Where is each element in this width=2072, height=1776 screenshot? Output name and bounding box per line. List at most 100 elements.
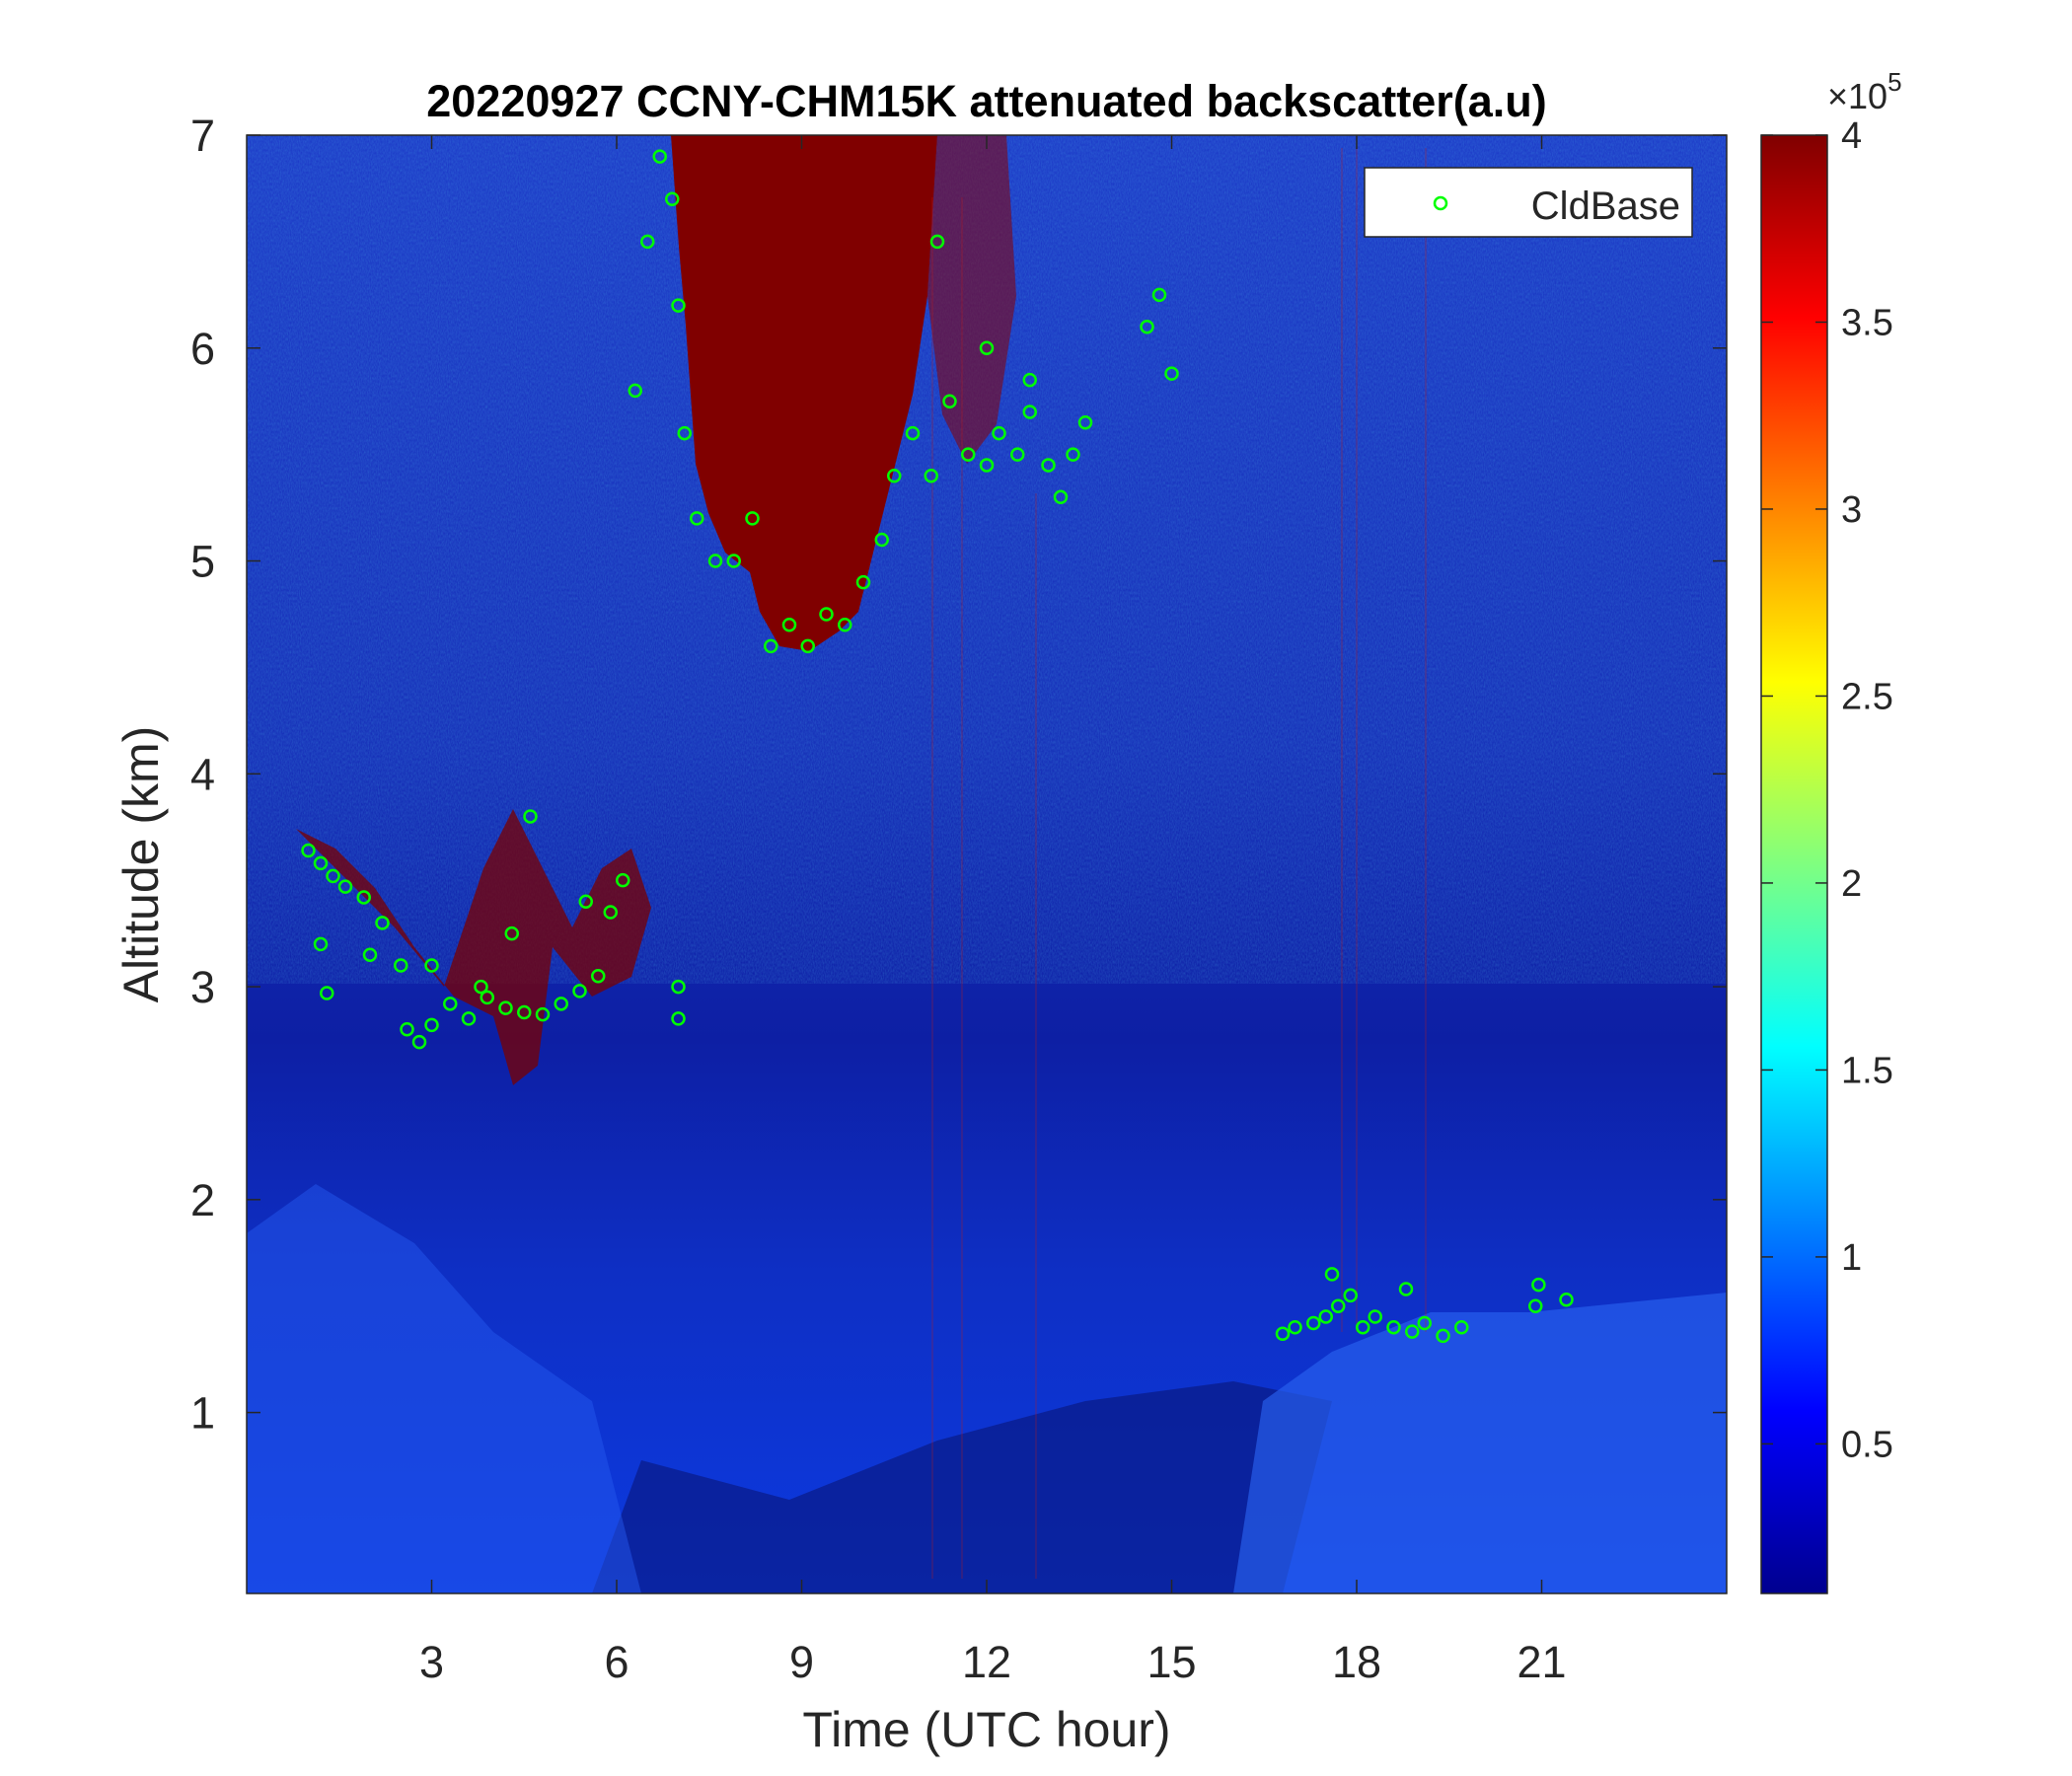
cldbase-point	[313, 855, 329, 871]
y-tick-label: 1	[190, 1388, 215, 1439]
cldbase-point	[979, 458, 995, 473]
cldbase-point	[1022, 372, 1037, 388]
cldbase-point	[1454, 1320, 1469, 1335]
cldbase-point	[1405, 1324, 1420, 1339]
y-axis: 1 2 3 4 5 6 7	[190, 111, 1727, 1439]
cldbase-point	[498, 1000, 513, 1015]
legend-marker-cldbase	[1433, 195, 1448, 211]
colorbar	[1760, 134, 1828, 1594]
cldbase-point	[375, 916, 390, 930]
cldbase-point	[474, 979, 488, 995]
cldbase-point	[517, 1004, 532, 1020]
cldbase-point	[394, 958, 408, 973]
heatmap-streaks	[931, 148, 1427, 1579]
heatmap-aerosol-right	[1233, 1293, 1727, 1593]
cldbase-point	[652, 149, 667, 164]
cldbase-point	[480, 990, 494, 1005]
cldbase-point	[326, 868, 340, 884]
cldbase-point	[677, 425, 692, 441]
cldbase-point	[1368, 1309, 1382, 1324]
cldbase-point	[461, 1011, 477, 1026]
cldbase-point	[838, 618, 852, 632]
heatmap-cloud-lower	[296, 809, 651, 1085]
cldbase-point	[874, 532, 889, 548]
cldbase-point	[1140, 319, 1154, 334]
colorbar-multiplier: ×105	[1827, 67, 1902, 116]
x-tick-label: 15	[1147, 1637, 1196, 1687]
cldbase-point	[411, 1034, 427, 1050]
cldbase-point	[819, 607, 834, 622]
cldbase-point	[924, 468, 938, 483]
cldbase-point	[578, 894, 593, 910]
cldbase-point	[671, 1011, 686, 1026]
cldbase-point	[1151, 287, 1167, 303]
cldbase-point	[1077, 415, 1093, 430]
cldbase-point	[1531, 1277, 1546, 1293]
cldbase-point	[1417, 1315, 1432, 1331]
cldbase-point	[301, 843, 316, 858]
cldbase-point	[443, 997, 458, 1011]
cldbase-point	[1275, 1326, 1291, 1342]
cldbase-point	[554, 997, 568, 1011]
cldbase-point	[961, 447, 976, 462]
legend-label-cldbase: CldBase	[1531, 185, 1680, 228]
cldbase-point	[929, 234, 945, 250]
cldbase-point	[1318, 1309, 1333, 1324]
legend-box	[1364, 167, 1693, 238]
colorbar-tick-label: 3.5	[1841, 302, 1893, 343]
colorbar-tick-label: 1.5	[1841, 1050, 1893, 1091]
y-tick-label: 5	[190, 537, 215, 587]
heatmap-cloud-upper-fringe	[927, 135, 1016, 464]
cldbase-point	[726, 554, 741, 568]
cldbase-point	[665, 191, 680, 206]
cldbase-point	[1010, 447, 1025, 462]
cldbase-point	[1436, 1328, 1450, 1344]
cldbase-point	[628, 383, 642, 399]
cldbase-point	[616, 872, 630, 888]
cldbase-point	[855, 574, 871, 590]
cldbase-point	[424, 958, 439, 973]
cldbase-point	[671, 298, 686, 313]
x-tick-label: 18	[1332, 1637, 1381, 1687]
cldbase-point	[781, 618, 797, 632]
cldbase-point	[1066, 447, 1080, 462]
x-tick-label: 9	[789, 1637, 814, 1687]
colorbar-tick-label: 2	[1841, 863, 1862, 905]
cldbase-point	[603, 905, 618, 920]
cldbase-point	[640, 234, 655, 250]
cldbase-point	[992, 425, 1006, 441]
cldbase-point	[362, 947, 378, 962]
colorbar-tick-label: 3	[1841, 489, 1862, 531]
cldbase-point	[800, 638, 815, 654]
cldbase-point	[690, 511, 704, 526]
colorbar-tick-label: 1	[1841, 1237, 1862, 1279]
cldbase-point	[400, 1021, 414, 1037]
cldbase-point	[671, 979, 686, 995]
cldbase-point	[764, 638, 778, 654]
colorbar-ticks: 0.5 1 1.5 2 2.5 3 3.5 4	[1761, 115, 1893, 1465]
cldbase-point	[1386, 1320, 1401, 1335]
cldbase-markers	[301, 149, 1574, 1344]
legend: CldBase	[1364, 167, 1693, 238]
cldbase-point	[337, 879, 353, 894]
y-axis-label: Altitude (km)	[113, 726, 169, 1003]
cldbase-point	[1356, 1320, 1370, 1335]
y-tick-label: 7	[190, 111, 215, 161]
y-tick-label: 6	[190, 324, 215, 374]
cldbase-point	[887, 468, 902, 483]
cldbase-point	[424, 1017, 439, 1033]
x-axis-label: Time (UTC hour)	[802, 1702, 1170, 1757]
cldbase-point	[1306, 1315, 1321, 1331]
y-tick-label: 3	[190, 962, 215, 1012]
heatmap-dark-trough	[592, 1381, 1332, 1593]
cldbase-point	[942, 394, 957, 408]
cldbase-point	[1343, 1288, 1358, 1303]
heatmap-cloud-upper	[671, 135, 937, 651]
cldbase-point	[1041, 458, 1056, 473]
cldbase-point	[1398, 1282, 1414, 1296]
cldbase-point	[1053, 489, 1069, 505]
cldbase-point	[572, 984, 587, 999]
cldbase-point	[1324, 1267, 1340, 1282]
x-axis: 3 6 9 12 15 18 21	[419, 135, 1567, 1687]
